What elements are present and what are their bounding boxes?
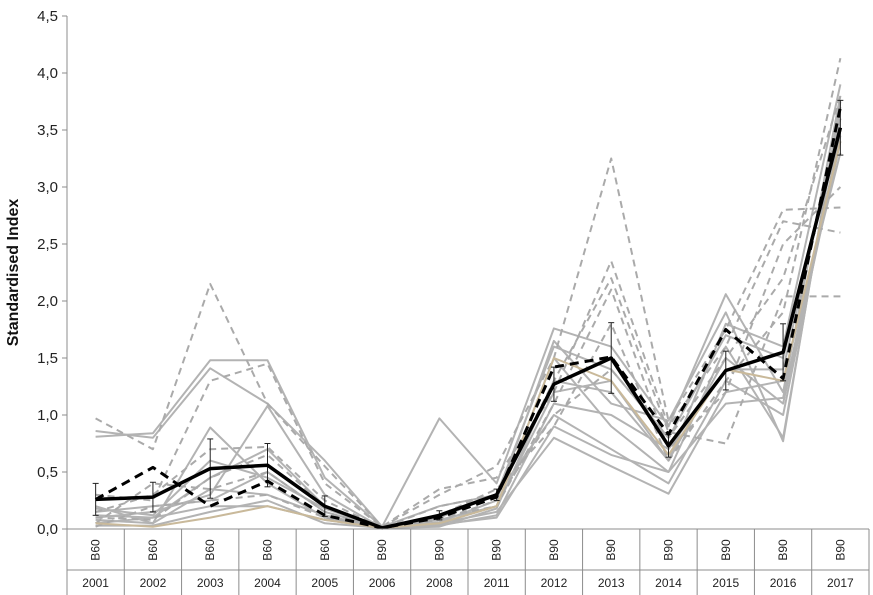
x-category-code: B90 [833, 539, 847, 561]
axes-layer [62, 15, 870, 595]
grey-dashed-series-2 [95, 220, 841, 528]
x-category-code: B90 [662, 539, 676, 561]
x-category-year: 2014 [655, 576, 682, 590]
grey-series-layer [95, 57, 842, 529]
y-tick-label: 0,5 [37, 464, 58, 481]
grey-solid-series-8 [95, 135, 842, 529]
x-category-code: B90 [776, 539, 790, 561]
y-axis-title: Standardised Index [5, 199, 22, 347]
x-category-year: 2012 [541, 576, 568, 590]
grey-dashed-series-4 [95, 186, 842, 529]
x-category-year: 2004 [254, 576, 281, 590]
x-category-code: B60 [318, 539, 332, 561]
x-category-year: 2011 [484, 576, 510, 590]
grey-solid-series-9 [95, 84, 842, 529]
grey-solid-series-10 [95, 101, 842, 529]
x-category-year: 2016 [770, 576, 797, 590]
x-category-year: 2003 [197, 576, 224, 590]
y-tick-label: 2,0 [37, 293, 58, 310]
x-category-year: 2015 [712, 576, 739, 590]
x-category-code: B60 [89, 539, 103, 561]
grey-solid-series-2 [95, 95, 842, 528]
x-category-code: B90 [547, 539, 561, 561]
x-category-year: 2005 [311, 576, 338, 590]
grey-dashed-series-5 [95, 57, 842, 529]
y-tick-label: 1,5 [37, 350, 58, 367]
labels-layer: 0,0 0,5 1,0 1,5 2,0 2,5 3,0 3,5 4,0 4,5 Standardis… [5, 8, 854, 590]
x-category-year: 2013 [598, 576, 625, 590]
x-category-code: B90 [490, 539, 504, 561]
x-category-code: B60 [261, 539, 275, 561]
x-category-code: B90 [432, 539, 446, 561]
x-category-year: 2008 [426, 576, 453, 590]
y-tick-label: 4,5 [37, 8, 58, 25]
y-tick-label: 1,0 [37, 407, 58, 424]
x-category-year: 2017 [827, 576, 854, 590]
y-tick-label: 0,0 [37, 521, 58, 538]
x-category-year: 2006 [369, 576, 396, 590]
x-category-year: 2001 [82, 576, 109, 590]
x-category-code: B60 [146, 539, 160, 561]
mean-dashed-series [94, 106, 842, 530]
x-category-code: B90 [375, 539, 389, 561]
x-category-code: B60 [203, 539, 217, 561]
x-category-code: B90 [719, 539, 733, 561]
grey-solid-series-5 [95, 107, 842, 529]
grey-dashed-series-6 [95, 95, 842, 529]
y-tick-label: 2,5 [37, 236, 58, 253]
x-category-code: B90 [604, 539, 618, 561]
y-tick-label: 4,0 [37, 65, 58, 82]
mean-series-layer [92, 99, 844, 530]
grey-dashed-series-3 [95, 277, 841, 529]
y-tick-label: 3,5 [37, 122, 58, 139]
x-category-year: 2002 [140, 576, 167, 590]
mean-solid-series [95, 127, 843, 530]
y-tick-label: 3,0 [37, 179, 58, 196]
